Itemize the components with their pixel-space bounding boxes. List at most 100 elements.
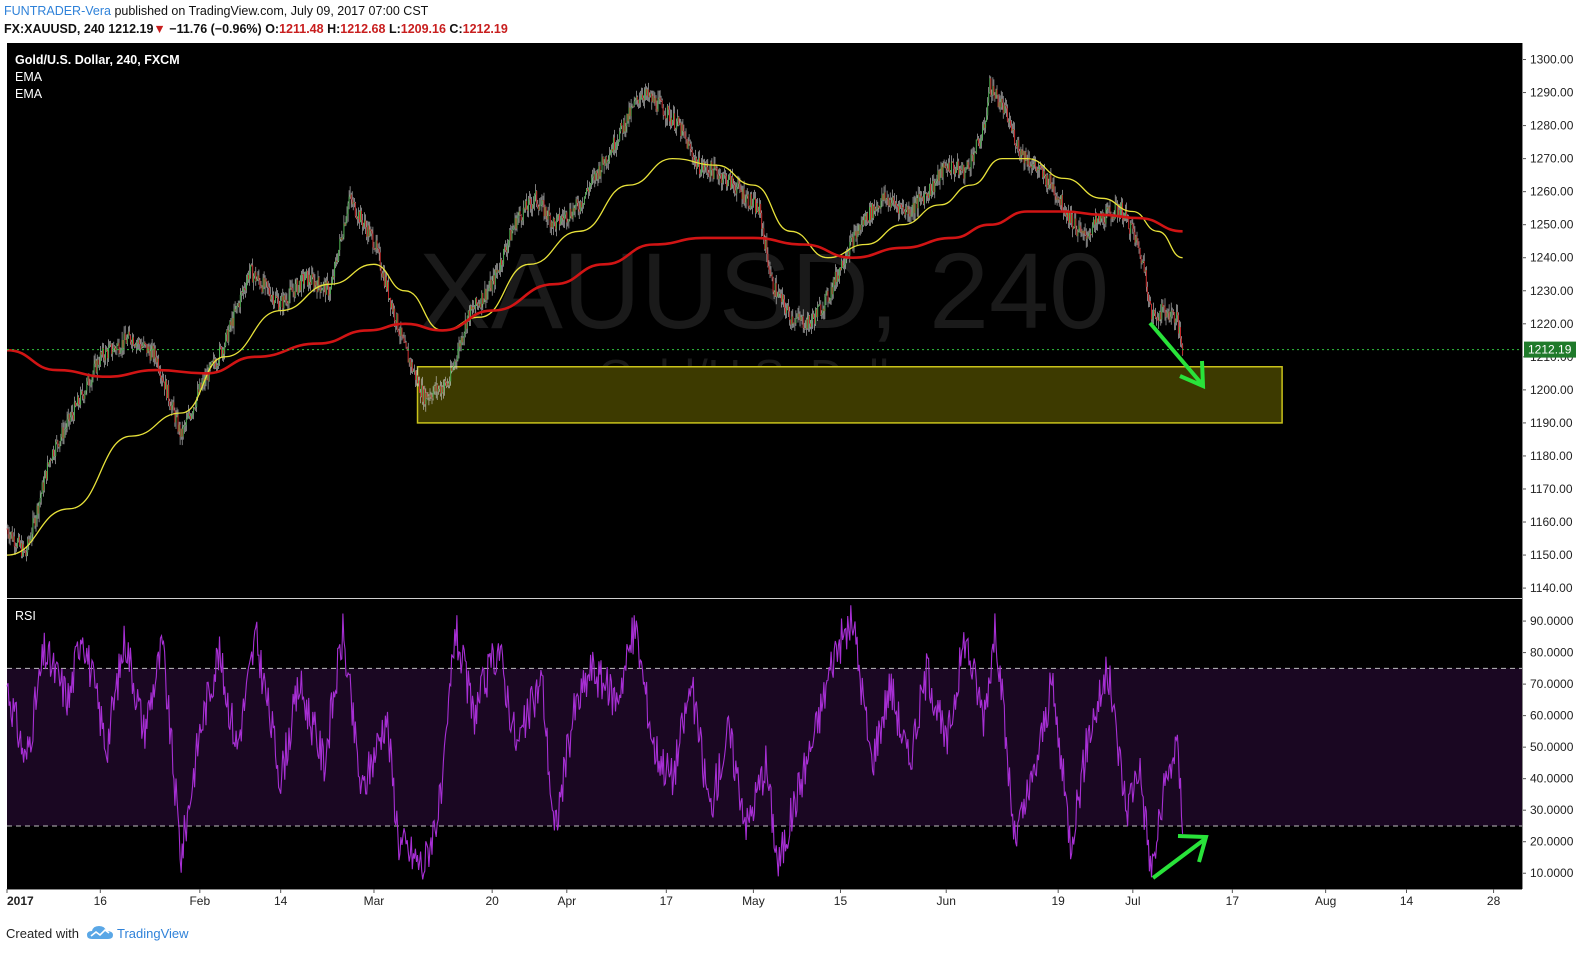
candle [106,346,107,352]
candle [16,538,18,549]
candle [571,211,573,220]
candle [1176,304,1178,323]
candle [371,229,373,240]
candle [377,243,379,254]
candle [646,86,648,100]
tradingview-cloud-icon[interactable] [86,924,114,942]
candle [72,412,74,424]
candle [77,392,78,407]
chart-canvas[interactable]: XAUUSD, 240 Gold/U.S. Dollar Gold/U.S. D… [0,40,1585,912]
candle [786,303,788,319]
candle [466,315,468,334]
candle [909,206,911,223]
candle [504,243,506,255]
time-axis-background [0,889,1585,912]
candle [378,242,380,261]
candle [474,305,475,310]
candle [1028,151,1030,174]
main-pane-background [7,43,1522,598]
chart-frame[interactable]: XAUUSD, 240 Gold/U.S. Dollar Gold/U.S. D… [0,40,1585,912]
candle [901,202,903,215]
candle [488,281,490,292]
candle [286,293,288,307]
candle [1042,165,1044,180]
candle [437,385,439,395]
author-link[interactable]: FUNTRADER-Vera [4,4,111,18]
candle [53,445,55,460]
candle [959,166,961,179]
candle [861,216,863,232]
candle [1012,123,1014,134]
candle [530,193,531,213]
candle [977,136,979,146]
candle [675,127,677,134]
candle [229,320,231,332]
candle [588,187,590,199]
down-arrow-annotation[interactable] [1148,321,1206,390]
candle [289,279,291,304]
candle [393,303,395,318]
candle [48,462,49,467]
candle [635,90,637,105]
candle [391,300,393,310]
candle [582,203,584,209]
candle [178,421,180,435]
candle [686,139,688,149]
candle [1014,122,1016,146]
candle [351,191,353,207]
candle [821,310,823,320]
candle [923,186,925,209]
candle [320,282,322,294]
candle [409,357,411,375]
candle [257,271,259,281]
candle [880,198,882,214]
candle [84,390,86,404]
candle [352,197,354,211]
candle [476,296,478,306]
candle [958,158,960,179]
candle [512,223,514,234]
time-tick-label: Jul [1125,894,1140,908]
candle [388,274,389,302]
candle [591,174,593,189]
candle [1068,204,1069,228]
candle [583,196,585,205]
candle [1090,234,1092,236]
candle [225,332,227,348]
candle [291,279,293,292]
candle [430,391,432,399]
rsi-axis[interactable]: 10.0000 20.0000 30.0000 40.0000 50.0000 60.00… [1522,614,1574,880]
tradingview-brand-link[interactable]: TradingView [117,926,189,941]
candle [1032,156,1034,171]
time-axis[interactable]: 2017 16 Feb 14 Mar 20 Apr 17 May 15 Jun 19 Jul 17 Aug 1… [6,889,1501,908]
candle [489,271,491,292]
candle [881,187,883,208]
candle [1147,292,1149,308]
candle [456,355,458,370]
ema-slow-legend[interactable]: EMA [15,87,43,101]
candle [417,367,418,387]
candle [907,205,909,222]
candle [263,271,265,290]
candle [461,332,463,346]
candle [699,150,700,179]
candle [1088,228,1090,241]
candle [700,169,701,178]
candle [502,260,503,273]
candle [906,202,908,213]
chart-header: FUNTRADER-Vera published on TradingView.… [0,0,1585,40]
candle [221,346,223,358]
ema-fast-legend[interactable]: EMA [15,70,43,84]
support-zone[interactable] [416,366,1283,424]
price-axis[interactable]: 1140.00 1150.00 1160.00 1170.00 1180.00 1190.… [1522,53,1574,596]
candle [742,185,744,204]
candle [551,221,553,229]
candle [812,308,813,329]
candle [93,355,95,376]
candle [363,222,365,231]
candle [491,275,493,296]
candle [981,134,982,149]
candle [435,376,437,399]
candle [267,280,269,296]
up-arrow-annotation[interactable] [1151,834,1209,880]
